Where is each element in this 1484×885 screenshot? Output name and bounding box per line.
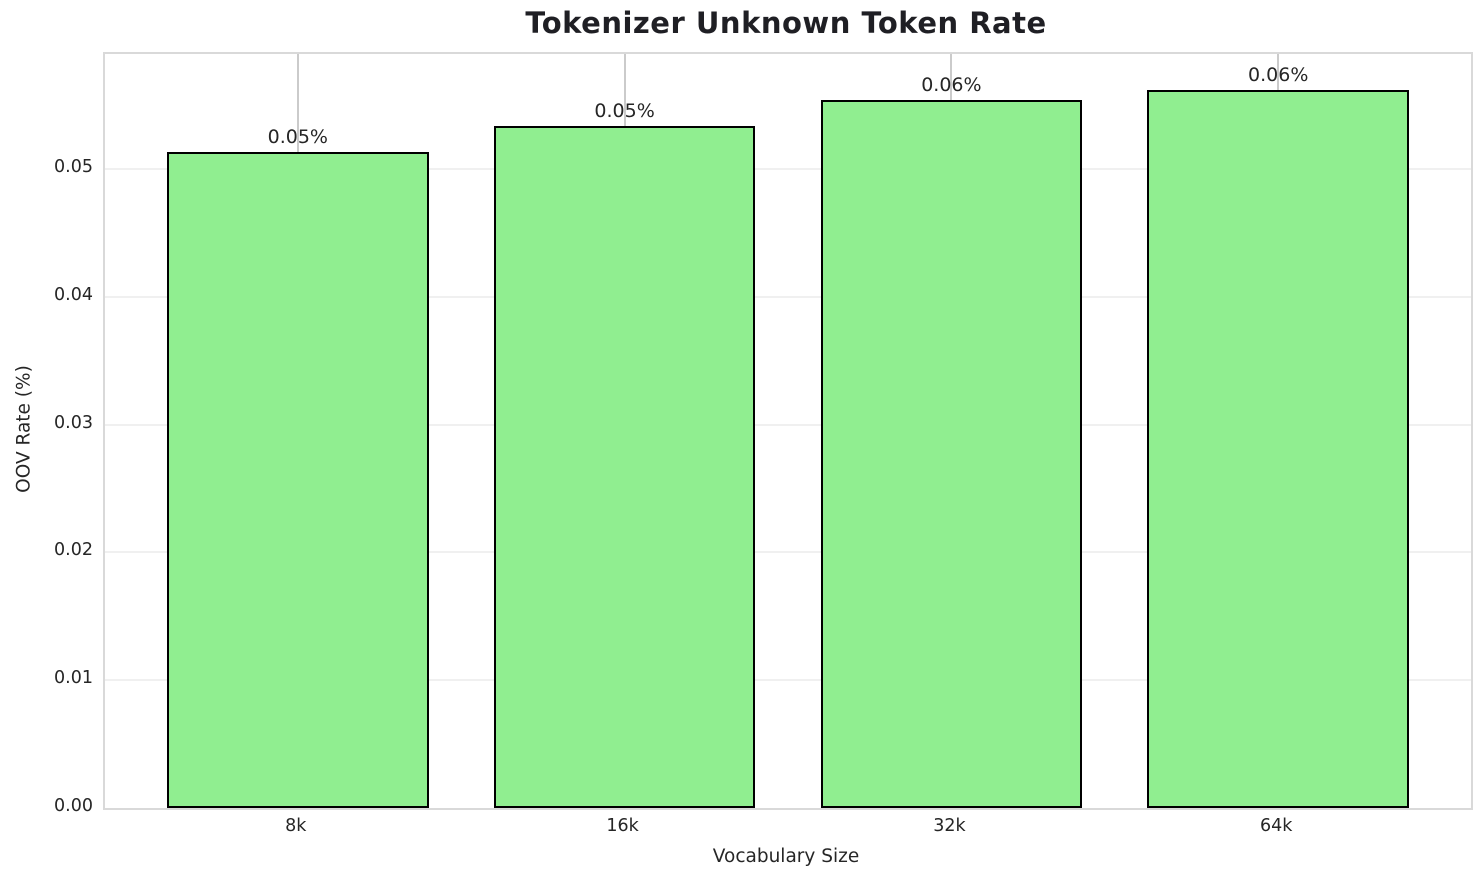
y-tick-label: 0.05 xyxy=(54,157,93,178)
y-tick-label: 0.04 xyxy=(54,284,93,305)
y-tick-label: 0.01 xyxy=(54,668,93,689)
bar-value-label: 0.06% xyxy=(921,74,982,97)
y-tick-label: 0.03 xyxy=(54,412,93,433)
h-gridline xyxy=(105,295,1471,298)
x-tick-label: 8k xyxy=(285,816,307,836)
bar-32k xyxy=(820,100,1083,808)
bar-16k xyxy=(493,125,756,808)
bar-8k xyxy=(167,152,429,808)
h-gridline xyxy=(105,423,1471,426)
bar-value-label: 0.05% xyxy=(267,126,328,149)
x-axis-label: Vocabulary Size xyxy=(712,846,860,867)
x-tick-label: 32k xyxy=(933,816,966,836)
x-tick-label: 16k xyxy=(606,816,639,836)
x-tick-label: 64k xyxy=(1259,816,1293,836)
bar-value-label: 0.06% xyxy=(1248,63,1309,86)
bar-64k xyxy=(1147,89,1409,808)
h-gridline xyxy=(105,551,1471,554)
bar-value-label: 0.05% xyxy=(594,99,655,122)
x-tick-labels: 8k 16k 32k 64k xyxy=(103,816,1469,842)
chart-title: Tokenizer Unknown Token Rate xyxy=(525,6,1047,40)
y-tick-labels: 0.00 0.01 0.02 0.03 0.04 0.05 xyxy=(0,52,93,816)
plot-area: 0.05% 0.05% 0.06% 0.06% xyxy=(103,52,1473,810)
y-tick-label: 0.00 xyxy=(54,796,93,816)
h-gridline xyxy=(105,168,1471,171)
h-gridline xyxy=(105,679,1471,682)
y-tick-label: 0.02 xyxy=(54,540,93,561)
